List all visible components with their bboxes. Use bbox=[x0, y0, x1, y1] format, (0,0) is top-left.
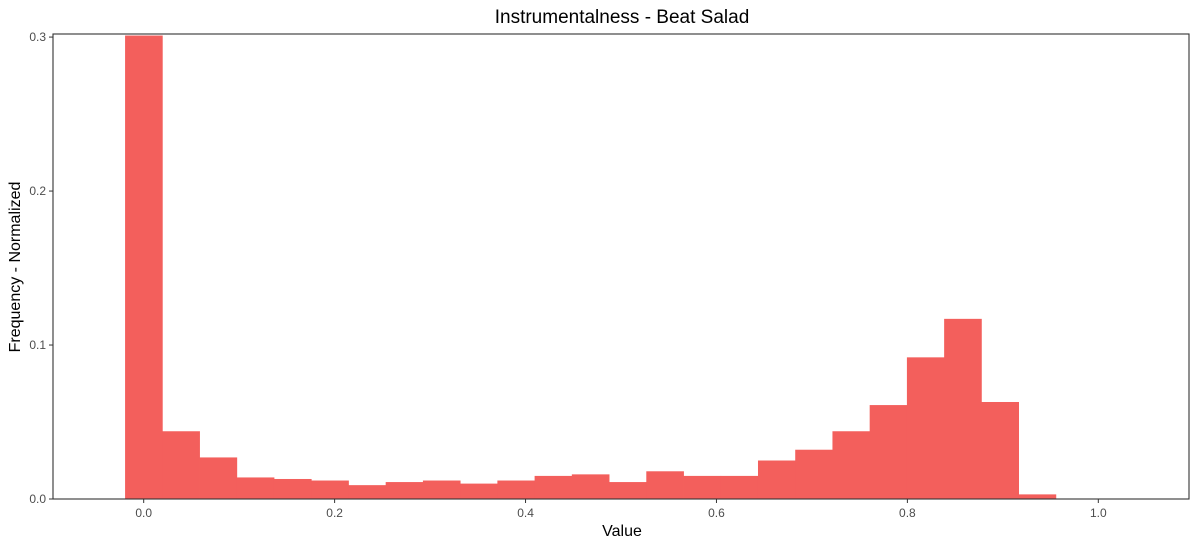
histogram-bar-10 bbox=[497, 480, 536, 499]
histogram-bar-1 bbox=[162, 431, 200, 499]
histogram-bar-11 bbox=[534, 475, 573, 499]
histogram-bar-16 bbox=[720, 475, 759, 499]
x-tick-label: 0.0 bbox=[135, 506, 152, 520]
histogram-bar-19 bbox=[832, 431, 871, 499]
histogram-bar-20 bbox=[869, 405, 908, 499]
chart-title: Instrumentalness - Beat Salad bbox=[495, 7, 750, 28]
x-tick-label: 0.2 bbox=[326, 506, 343, 520]
y-tick-label: 0.0 bbox=[29, 492, 46, 506]
x-axis: 0.0 0.2 0.4 0.6 0.8 1.0 bbox=[135, 499, 1107, 520]
histogram-bar-21 bbox=[906, 357, 945, 499]
histogram-bar-2 bbox=[199, 457, 238, 499]
histogram-bar-22 bbox=[944, 318, 982, 499]
x-tick-label: 0.8 bbox=[899, 506, 916, 520]
y-tick-label: 0.3 bbox=[29, 30, 46, 44]
histogram-bar-23 bbox=[981, 401, 1019, 499]
histogram-bar-5 bbox=[311, 480, 349, 499]
histogram-bar-6 bbox=[348, 485, 387, 499]
histogram-bar-14 bbox=[646, 471, 684, 499]
histogram-bar-13 bbox=[609, 482, 647, 499]
histogram-bar-12 bbox=[571, 474, 610, 499]
x-axis-title: Value bbox=[602, 523, 642, 540]
histogram-bar-8 bbox=[422, 480, 461, 499]
histogram-bar-18 bbox=[795, 449, 833, 499]
y-tick-label: 0.2 bbox=[29, 184, 46, 198]
histogram-bar-7 bbox=[385, 482, 424, 499]
y-tick-label: 0.1 bbox=[29, 338, 46, 352]
y-axis: 0.0 0.1 0.2 0.3 bbox=[29, 30, 53, 506]
panel-border bbox=[52, 33, 1190, 500]
x-tick-label: 1.0 bbox=[1090, 506, 1107, 520]
histogram-bar-4 bbox=[273, 478, 312, 499]
bars-group bbox=[125, 35, 1057, 499]
histogram-bar-24 bbox=[1018, 494, 1057, 499]
x-tick-label: 0.6 bbox=[708, 506, 725, 520]
histogram-bar-9 bbox=[460, 483, 498, 499]
histogram-bar-17 bbox=[757, 460, 796, 499]
histogram-bar-3 bbox=[236, 477, 275, 499]
y-axis-title: Frequency - Normalized bbox=[7, 182, 24, 353]
histogram-bar-0 bbox=[125, 35, 163, 499]
histogram-bar-15 bbox=[683, 475, 722, 499]
x-tick-label: 0.4 bbox=[517, 506, 534, 520]
